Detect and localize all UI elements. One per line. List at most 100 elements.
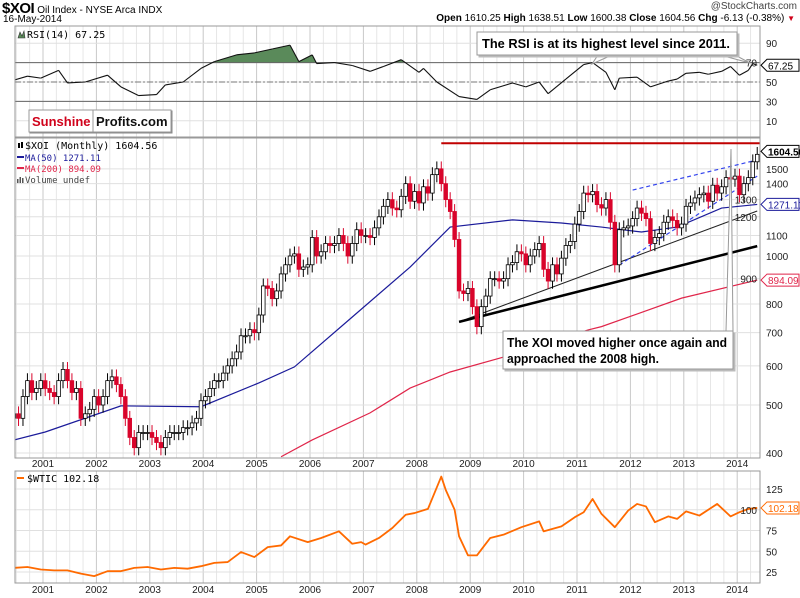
rsi-line-segment (676, 72, 687, 80)
rsi-line-segment (721, 65, 731, 72)
candle-body (394, 207, 399, 211)
rsi-tick-label: 50 (766, 78, 778, 89)
rsi-line-segment (138, 94, 157, 97)
candle-body (634, 207, 640, 220)
x-axis-label: 2005 (245, 459, 268, 470)
price-tick-label: 800 (766, 300, 783, 311)
candle-body (514, 251, 520, 263)
rsi-line-segment (436, 81, 460, 98)
candle-body (136, 432, 141, 449)
wtic-last-flag-text: 102.18 (768, 504, 799, 515)
ma50-last-flag-box (760, 197, 800, 211)
price-tick-label: 400 (766, 449, 783, 460)
candle-body (657, 233, 662, 238)
x-axis-label: 2005 (245, 585, 268, 596)
x-axis-label: 2011 (566, 585, 588, 596)
candle-body (572, 223, 577, 242)
x-axis-label: 2011 (566, 459, 588, 470)
wtic-last-flag-box (760, 501, 800, 515)
candle-body (327, 243, 333, 246)
rsi-line-segment (423, 68, 438, 83)
x-axis-label: 2002 (85, 585, 108, 596)
price-tick-label: 1300 (735, 196, 758, 207)
rsi-tick-label: 70 (746, 59, 758, 70)
candle-body (163, 437, 168, 449)
rsi-line-segment (27, 75, 41, 79)
price-tick-label: 1400 (766, 180, 789, 191)
x-axis-label: 2002 (85, 459, 108, 470)
candle-body (612, 221, 618, 266)
candle-body (185, 427, 190, 430)
candle-body (345, 243, 351, 257)
rsi-line-segment (605, 72, 616, 91)
ma200-last-flag: 894.09 (760, 273, 800, 287)
rsi-line-segment (298, 54, 313, 63)
rsi-line-segment (165, 81, 184, 86)
volume-bars-icon (17, 177, 24, 183)
candle-body (594, 191, 600, 206)
x-axis-label: 2012 (619, 459, 642, 470)
rsi-line-segment (334, 62, 353, 67)
x-axis-label: 2008 (406, 459, 429, 470)
chart-date: 16-May-2014 (3, 14, 62, 25)
candle-body (154, 437, 159, 443)
candle-body (630, 218, 635, 227)
rsi-line-segment (40, 69, 59, 79)
rsi-line-segment (400, 59, 420, 73)
rsi-legend: RSI(14) 67.25 (17, 29, 105, 41)
rsi-line-segment (490, 82, 513, 91)
candle-body (679, 223, 684, 229)
candle-body (341, 235, 346, 244)
rsi-line-segment (619, 76, 638, 79)
candle-body (568, 241, 573, 246)
wtic-tick-label: 75 (766, 527, 778, 538)
candle-body (688, 202, 693, 207)
price-tick-label: 700 (766, 329, 783, 340)
candle-body (519, 251, 524, 255)
rsi-line-segment (752, 63, 758, 66)
candle-body (305, 264, 310, 268)
rsi-line-segment (289, 44, 300, 62)
candle-body (123, 396, 128, 419)
candle-body (488, 278, 493, 297)
ma200-line (280, 279, 758, 458)
rsi-line-segment (182, 67, 202, 83)
panel-frame (14, 137, 761, 459)
candle-body (545, 268, 551, 282)
candle-body (541, 243, 546, 270)
candle-body (666, 216, 671, 223)
candle-body (243, 335, 248, 338)
xoi-annotation-line1: The XOI moved higher once again and (507, 336, 727, 350)
candle-body (710, 184, 715, 202)
candle-body (283, 264, 288, 275)
candle-icon (18, 142, 23, 148)
close-label: Close (629, 13, 657, 24)
candle-body (652, 237, 658, 244)
candle-body (456, 239, 462, 292)
candle-body (87, 408, 92, 415)
trendline-blue-dashed (618, 175, 758, 266)
candle-body (363, 235, 368, 237)
price-tick-label: 500 (766, 401, 783, 412)
chg-value: -6.13 (-0.38%) (720, 13, 785, 24)
rsi-line-segment (583, 62, 593, 66)
rsi-line-segment (538, 81, 549, 94)
logo-profits: Profits.com (96, 114, 168, 129)
candle-body (550, 264, 555, 282)
candle-body (670, 216, 675, 221)
price-tick-label: 1000 (766, 252, 789, 263)
candle-body (559, 257, 564, 275)
candle-body (318, 251, 324, 257)
x-axis-label: 2009 (459, 459, 482, 470)
rsi-line-segment (120, 86, 139, 97)
legend-ma200: MA(200) 894.09 (25, 165, 101, 175)
candle-body (60, 369, 66, 382)
candle-body (198, 400, 204, 419)
copyright: @StockCharts.com (710, 1, 797, 12)
candle-body (114, 376, 119, 385)
candle-body (229, 358, 235, 367)
wtic-tick-label: 125 (766, 485, 783, 496)
candle-body (140, 432, 146, 434)
rsi-line-segment (699, 71, 709, 75)
close-value: 1604.56 (659, 13, 696, 24)
